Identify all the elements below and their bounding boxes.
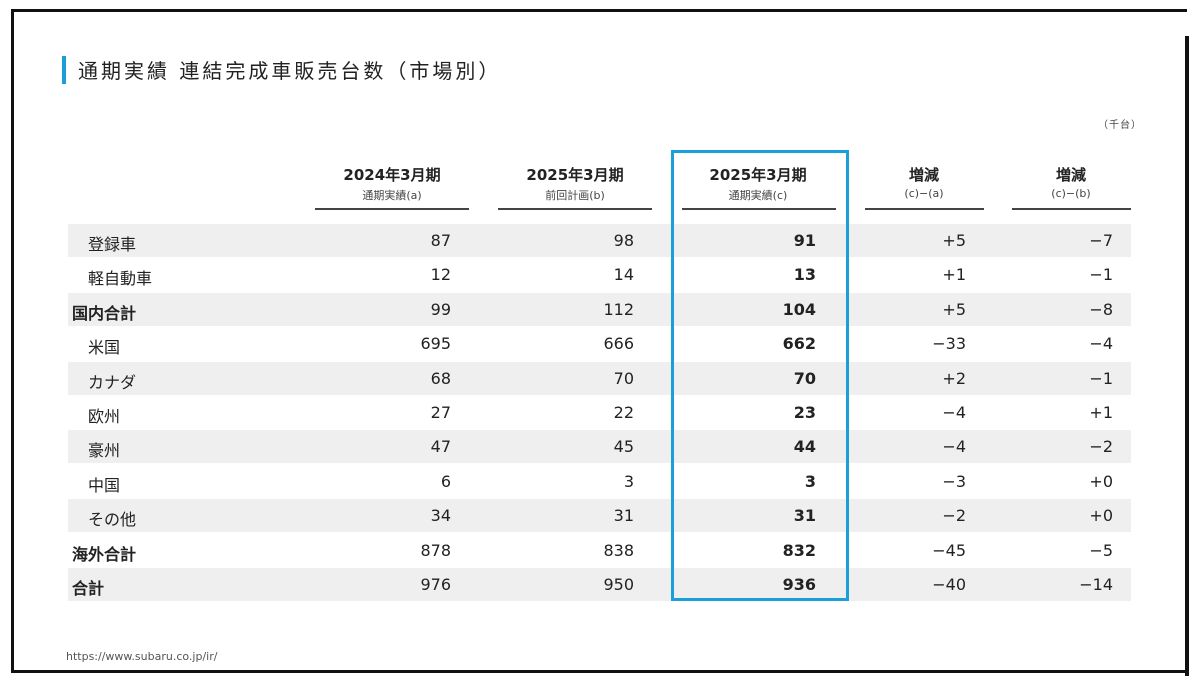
column-header-title: 2025年3月期	[526, 166, 624, 184]
column-header-rule	[1012, 208, 1131, 210]
table-cell: 13	[793, 265, 816, 285]
table-cell: 104	[782, 299, 816, 319]
table-cell: −1	[1089, 368, 1113, 388]
table-cell: 23	[793, 403, 816, 422]
table-cell: +5	[942, 299, 966, 319]
table-row-label: 中国	[88, 475, 121, 495]
column-header-title: 増減	[908, 166, 939, 184]
table-cell: −2	[942, 506, 966, 526]
table-cell: −45	[932, 540, 966, 560]
table-row-background	[68, 568, 1131, 601]
table-cell: 878	[420, 540, 451, 560]
table-row-label: 合計	[72, 579, 105, 598]
table-row-label: 欧州	[88, 407, 121, 426]
column-header: 増減 (c)−(a)	[844, 164, 1004, 200]
table-cell: 950	[603, 575, 634, 594]
column-header-rule	[315, 208, 469, 210]
unit-label: （千台）	[1098, 120, 1142, 131]
column-header-subtitle: (c)−(b)	[1051, 187, 1091, 200]
table-cell: 31	[613, 506, 634, 526]
table-cell: +0	[1089, 471, 1113, 491]
slide-frame-right-edge	[1185, 36, 1189, 676]
table-cell: 832	[782, 540, 816, 560]
column-header-rule	[682, 208, 836, 210]
table-cell: +2	[942, 368, 966, 388]
table-cell: 662	[782, 334, 816, 354]
table-cell: 91	[793, 231, 816, 250]
column-header-title: 2025年3月期	[709, 166, 807, 184]
table-cell: 936	[782, 575, 816, 594]
table-row-background	[68, 292, 1131, 326]
table-cell: −7	[1089, 231, 1113, 250]
slide-frame	[11, 9, 1187, 673]
table-row-label: その他	[88, 510, 137, 530]
table-cell: −33	[932, 334, 966, 354]
table-cell: 6	[440, 471, 451, 491]
table-row-background	[68, 361, 1131, 395]
column-header: 2024年3月期通期実績(a)	[312, 164, 472, 203]
title-accent-bar	[62, 56, 66, 84]
table-cell: −4	[942, 437, 966, 457]
table-cell: −5	[1089, 540, 1113, 560]
table-cell: −4	[1089, 334, 1113, 354]
footer-url: https://www.subaru.co.jp/ir/	[66, 650, 218, 663]
table-cell: 14	[613, 265, 634, 285]
table-row-background	[68, 430, 1131, 464]
table-cell: 112	[603, 299, 634, 319]
table-cell: 31	[793, 506, 816, 526]
table-row-label: 海外合計	[72, 544, 137, 564]
table-cell: 12	[430, 265, 451, 285]
table-row-label: 米国	[88, 338, 121, 358]
table-cell: 70	[793, 368, 816, 388]
table-cell: +0	[1089, 506, 1113, 526]
table-row-label: 軽自動車	[88, 269, 153, 289]
table-cell: −2	[1089, 437, 1113, 457]
table-cell: 45	[613, 437, 634, 457]
table-cell: +1	[942, 265, 966, 285]
table-row-label: 登録車	[88, 235, 137, 254]
table-row-label: 国内合計	[72, 303, 137, 323]
table-row-label: 豪州	[88, 441, 121, 461]
current-results-highlight	[671, 150, 849, 601]
table-cell: −14	[1079, 575, 1113, 594]
table-cell: 99	[430, 299, 451, 319]
table-cell: 27	[430, 403, 451, 422]
table-cell: 34	[430, 506, 451, 526]
table-cell: 22	[613, 403, 634, 422]
table-cell: −3	[942, 471, 966, 491]
table-cell: 838	[603, 540, 634, 560]
column-header-subtitle: 通期実績(a)	[362, 189, 422, 202]
table-cell: 695	[420, 334, 451, 354]
table-row-background	[68, 224, 1131, 257]
column-header-subtitle: 前回計画(b)	[545, 189, 605, 202]
table-cell: +1	[1089, 403, 1113, 422]
table-cell: +5	[942, 231, 966, 250]
table-cell: −8	[1089, 299, 1113, 319]
table-cell: 87	[430, 231, 451, 250]
column-header: 2025年3月期前回計画(b)	[495, 164, 655, 203]
table-cell: 666	[603, 334, 634, 354]
table-cell: 976	[420, 575, 451, 594]
column-header-rule	[865, 208, 984, 210]
column-header: 2025年3月期通期実績(c)	[678, 164, 838, 203]
page-title: 通期実績 連結完成車販売台数（市場別）	[78, 59, 502, 83]
column-header-title: 増減	[1055, 166, 1086, 184]
table-cell: −40	[932, 575, 966, 594]
table-cell: 47	[430, 437, 451, 457]
table-cell: 3	[623, 471, 634, 491]
table-cell: 3	[804, 471, 816, 491]
table-cell: 70	[613, 368, 634, 388]
column-header-subtitle: (c)−(a)	[904, 187, 944, 200]
column-header-subtitle: 通期実績(c)	[728, 189, 788, 202]
column-header-rule	[498, 208, 652, 210]
table-row-label: カナダ	[88, 372, 137, 392]
table-cell: 68	[430, 368, 451, 388]
column-header: 増減 (c)−(b)	[991, 164, 1151, 200]
table-cell: −1	[1089, 265, 1113, 285]
table-row-background	[68, 499, 1131, 533]
table-cell: 44	[793, 437, 816, 457]
table-cell: −4	[942, 403, 966, 422]
table-cell: 98	[613, 231, 634, 250]
column-header-title: 2024年3月期	[343, 166, 441, 184]
